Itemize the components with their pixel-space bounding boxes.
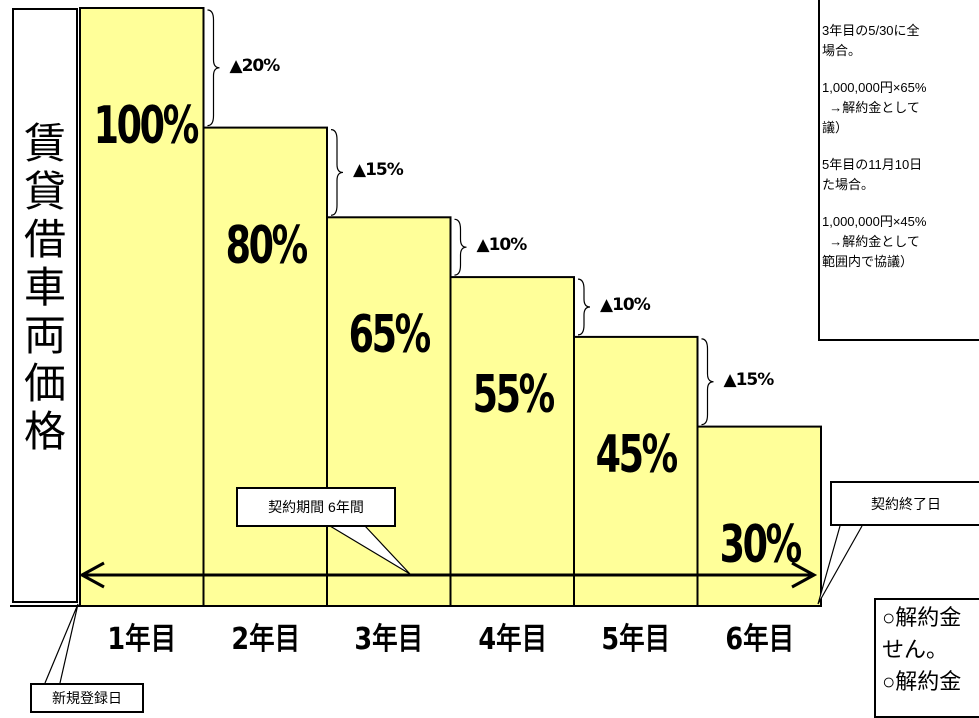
registration-date-label: 新規登録日 <box>30 683 144 713</box>
drop-label: ▲15% <box>353 160 404 181</box>
year-label: 3年目 <box>354 622 424 657</box>
bottom-note-line: ○解約金 <box>882 605 962 630</box>
note-paragraph: 3年目の5/30に全 場合。 <box>822 23 920 58</box>
drop-label: ▲20% <box>229 55 281 76</box>
bottom-note-line: … <box>882 698 979 710</box>
year-label: 5年目 <box>601 622 671 657</box>
year-label: 2年目 <box>230 622 300 657</box>
drop-bracket <box>207 9 220 127</box>
drop-label: ▲10% <box>600 295 651 315</box>
year-label: 1年目 <box>107 622 177 657</box>
year-label: 4年目 <box>477 622 547 657</box>
drop-bracket <box>330 129 344 216</box>
value-label: 65% <box>348 305 432 366</box>
drop-bracket <box>454 218 467 276</box>
bottom-note-line: せん。 <box>882 637 949 662</box>
bar <box>326 216 452 608</box>
arrowhead-left <box>78 561 105 589</box>
example-note-box: 3年目の5/30に全 場合。 1,000,000円×65% →解約金として 議）… <box>818 0 979 341</box>
registration-pointer <box>44 603 79 684</box>
value-label: 100% <box>93 96 200 156</box>
drop-bracket <box>577 278 591 336</box>
contract-period-label: 契約期間 6年間 <box>236 487 396 527</box>
note-paragraph: 5年目の11月10日 た場合。 <box>822 157 923 192</box>
bar <box>449 276 575 607</box>
contract-end-label: 契約終了日 <box>830 481 979 526</box>
arrowhead-right <box>791 561 818 589</box>
drop-label: ▲10% <box>476 235 528 256</box>
value-label: 55% <box>472 365 555 426</box>
drop-label: ▲15% <box>723 369 775 390</box>
bottom-note-line: ○解約金 <box>882 669 962 694</box>
value-label: 80% <box>225 215 308 276</box>
contract-period-pointer <box>329 525 411 575</box>
y-axis-label: 賃貸借車両価格 <box>23 120 66 455</box>
note-paragraph: 1,000,000円×65% →解約金として 議） <box>822 80 927 135</box>
note-paragraph: 1,000,000円×45% →解約金として 範囲内で協議） <box>822 214 927 269</box>
bar <box>202 126 328 607</box>
cancellation-note-box: ○解約金 せん。 ○解約金 … <box>874 598 979 718</box>
drop-bracket <box>701 338 714 426</box>
value-label: 30% <box>719 514 802 575</box>
value-label: 45% <box>595 424 679 485</box>
contract-end-pointer <box>817 525 863 605</box>
vehicle-price-label-box <box>12 8 78 603</box>
year-label: 6年目 <box>724 622 794 657</box>
